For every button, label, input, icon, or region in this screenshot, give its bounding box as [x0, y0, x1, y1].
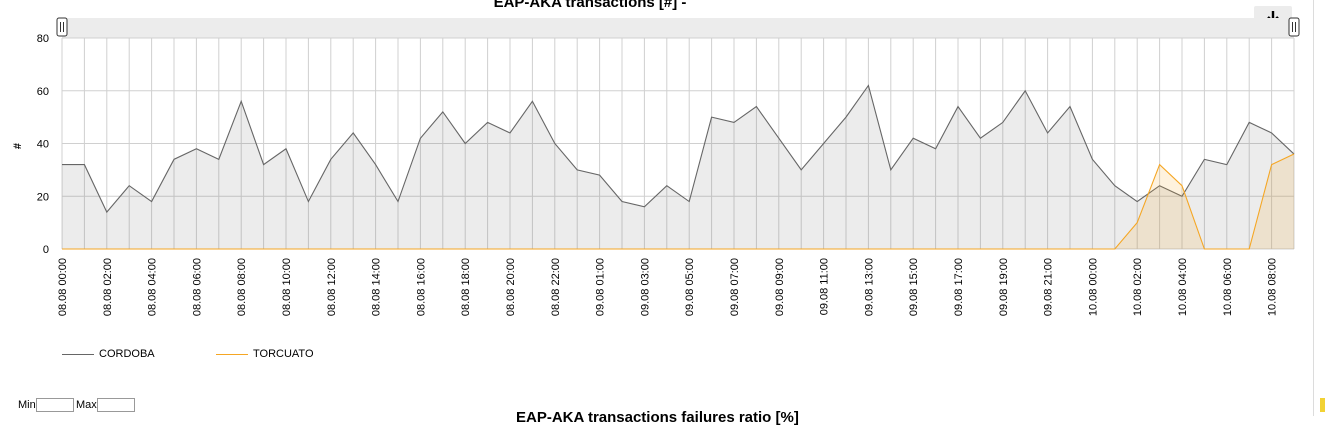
- x-tick-label: 09.08 13:00: [863, 258, 875, 316]
- range-selector-band: [62, 18, 1294, 38]
- y-tick-label: 60: [37, 86, 49, 98]
- x-tick-label: 08.08 12:00: [326, 258, 338, 316]
- legend-item-cordoba[interactable]: CORDOBA: [62, 348, 155, 362]
- x-tick-label: 10.08 06:00: [1222, 258, 1234, 316]
- x-tick-label: 09.08 19:00: [998, 258, 1010, 316]
- x-tick-label: 09.08 05:00: [684, 258, 696, 316]
- x-tick-label: 09.08 03:00: [639, 258, 651, 316]
- zoom-handle-right[interactable]: [1288, 17, 1300, 37]
- y-tick-label: 20: [37, 191, 49, 203]
- legend-swatch-cordoba: [62, 353, 94, 355]
- chart-area: 0 20 40 60 80 #08.08 00:00 08.08 02:00 08.08 04…: [12, 17, 1300, 316]
- x-tick-label: 09.08 07:00: [729, 258, 741, 316]
- x-tick-label: 10.08 04:00: [1177, 258, 1189, 316]
- x-tick-label: 09.08 21:00: [1043, 258, 1055, 316]
- x-tick-label: 08.08 02:00: [102, 258, 114, 316]
- right-border: [1313, 0, 1314, 416]
- legend-label-cordoba: CORDOBA: [99, 348, 155, 360]
- x-tick-label: 08.08 22:00: [550, 258, 562, 316]
- y-axis-label: #: [12, 143, 24, 149]
- zoom-handle-left[interactable]: [56, 17, 68, 37]
- x-tick-label: 10.08 02:00: [1132, 258, 1144, 316]
- x-tick-label: 08.08 04:00: [147, 258, 159, 316]
- series-area-torcuato: [62, 154, 1294, 249]
- series-line-torcuato: [62, 153, 1295, 250]
- series-line-cordoba: [62, 84, 1295, 214]
- y-tick-label: 40: [37, 139, 49, 151]
- series-area-cordoba: [62, 85, 1294, 249]
- max-label: Max: [76, 398, 97, 411]
- scroll-marker: [1320, 398, 1325, 412]
- x-tick-label: 08.08 06:00: [191, 258, 203, 316]
- x-tick-label: 08.08 00:00: [57, 258, 69, 316]
- x-tick-label: 08.08 10:00: [281, 258, 293, 316]
- x-tick-label: 09.08 01:00: [595, 258, 607, 316]
- x-tick-label: 09.08 11:00: [819, 258, 831, 315]
- x-tick-label: 08.08 16:00: [415, 258, 427, 316]
- legend-swatch-torcuato: [216, 353, 248, 355]
- min-input[interactable]: [35, 398, 74, 412]
- x-tick-label: 08.08 08:00: [236, 258, 248, 316]
- x-tick-label: 08.08 20:00: [505, 258, 517, 316]
- range-max: Max: [76, 398, 135, 412]
- x-tick-label: 09.08 09:00: [774, 258, 786, 316]
- x-tick-label: 10.08 08:00: [1267, 258, 1279, 316]
- x-tick-label: 08.08 18:00: [460, 258, 472, 316]
- min-label: Min: [18, 398, 36, 411]
- x-tick-label: 10.08 00:00: [1087, 258, 1099, 316]
- legend-label-torcuato: TORCUATO: [253, 348, 314, 360]
- x-tick-label: 09.08 15:00: [908, 258, 920, 316]
- x-tick-label: 09.08 17:00: [953, 258, 965, 316]
- chart-title: EAP-AKA transactions [#] -: [493, 0, 687, 11]
- x-tick-label: 08.08 14:00: [371, 258, 383, 316]
- y-tick-label: 80: [37, 33, 49, 45]
- range-min: Min: [18, 398, 74, 412]
- next-chart-title: EAP-AKA transactions failures ratio [%]: [516, 409, 799, 426]
- max-input[interactable]: [96, 398, 135, 412]
- y-tick-label: 0: [43, 244, 49, 256]
- legend-item-torcuato[interactable]: TORCUATO: [216, 348, 314, 362]
